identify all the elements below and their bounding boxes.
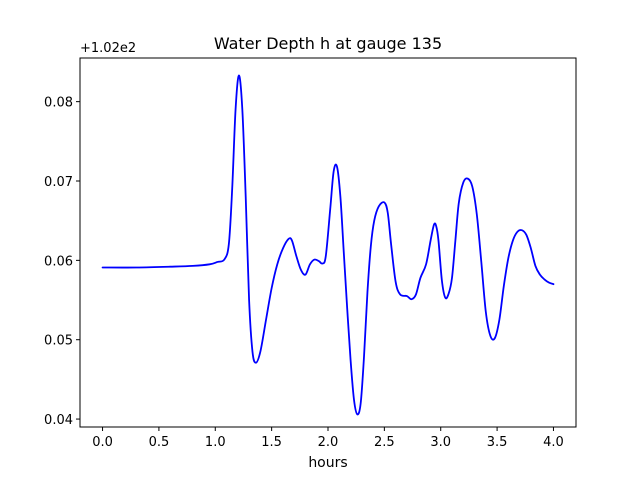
- x-tick-label: 1.5: [261, 435, 282, 450]
- x-axis: 0.0 0.5 1.0 1.5 2.0 2.5 3.0 3.5 4.0: [92, 427, 564, 450]
- y-tick-label: 0.04: [44, 413, 73, 428]
- chart-title: Water Depth h at gauge 135: [214, 34, 442, 53]
- x-tick-label: 2.0: [318, 435, 339, 450]
- series-line: [101, 74, 555, 416]
- plot-area: [79, 57, 577, 428]
- x-tick-label: 4.0: [543, 435, 564, 450]
- y-tick-label: 0.07: [44, 175, 73, 190]
- x-tick-label: 2.5: [374, 435, 395, 450]
- x-tick-label: 0.0: [92, 435, 113, 450]
- x-tick-label: 0.5: [149, 435, 170, 450]
- x-axis-label: hours: [308, 455, 347, 471]
- x-tick-label: 3.0: [430, 435, 451, 450]
- y-tick-label: 0.06: [44, 254, 73, 269]
- y-tick-label: 0.05: [44, 334, 73, 349]
- x-tick-label: 3.5: [487, 435, 508, 450]
- x-tick-label: 1.0: [205, 435, 226, 450]
- y-axis: 0.04 0.05 0.06 0.07 0.08: [44, 96, 80, 428]
- y-tick-label: 0.08: [44, 96, 73, 111]
- y-offset-label: +1.02e2: [80, 41, 136, 56]
